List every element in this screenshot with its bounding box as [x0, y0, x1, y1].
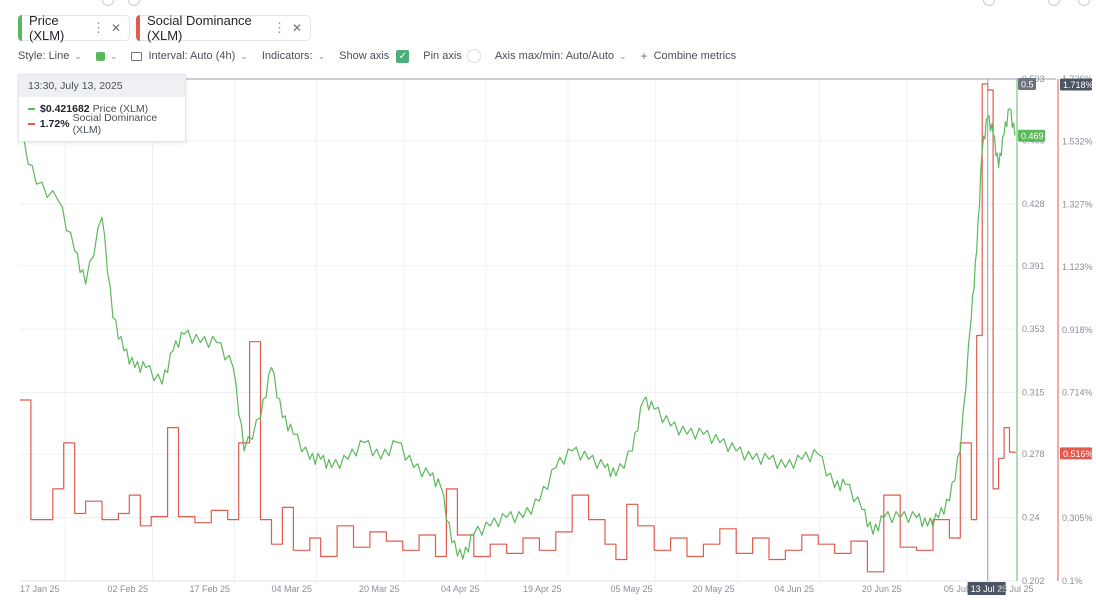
combine-metrics-button[interactable]: + Combine metrics [641, 49, 737, 63]
chart-toolbar: Style: Line ⌄ ⌄ Interval: Auto (4h) ⌄ Indi… [18, 47, 750, 65]
dominance-top-badge: 1.718% [1060, 78, 1094, 91]
color-swatch [95, 51, 105, 61]
chart-tooltip: 13:30, July 13, 2025 $0.421682 Price (XL… [18, 74, 186, 142]
tooltip-row-price: $0.421682 Price (XLM) [19, 103, 185, 115]
metric-label: Price (XLM) [29, 13, 65, 43]
tooltip-price-value: $0.421682 [40, 103, 90, 115]
more-options-icon[interactable]: ⋮ [272, 20, 286, 35]
checkmark-icon[interactable]: ✓ [396, 49, 410, 63]
x-tick-label: 20 Mar 25 [359, 584, 400, 594]
top-edge-strip [0, 0, 1096, 8]
x-tick-label: 04 Mar 25 [271, 584, 312, 594]
price-current-badge-bg [1018, 129, 1045, 142]
x-tick-label: 17 Feb 25 [189, 584, 230, 594]
dominance-top-badge-bg [1060, 78, 1092, 91]
x-tick-label: 17 Jan 25 [20, 584, 60, 594]
price-line [19, 108, 1016, 560]
pin-axis-label: Pin axis [423, 50, 462, 62]
x-tick-label: 19 Apr 25 [523, 584, 562, 594]
pin-axis-toggle[interactable]: Pin axis [423, 49, 481, 63]
price-tick-label: 0.428 [1022, 199, 1045, 209]
x-tick-label: 13 Jul 25 [971, 584, 1008, 594]
price-tick-label: 0.315 [1022, 388, 1045, 398]
calendar-icon [131, 51, 143, 61]
price-top-badge: 0.5 [1018, 78, 1036, 91]
chevron-down-icon: ⌄ [619, 50, 627, 61]
x-tick-highlight-bg [967, 582, 1006, 595]
show-axis-label: Show axis [339, 50, 390, 62]
x-tick-label: 18 Jul 25 [997, 584, 1034, 594]
axis-minmax-dropdown[interactable]: Axis max/min: Auto/Auto ⌄ [495, 50, 627, 62]
x-tick-label: 20 Jun 25 [862, 584, 902, 594]
tooltip-dominance-name: Social Dominance (XLM) [72, 112, 158, 136]
style-dropdown[interactable]: Style: Line ⌄ [18, 50, 82, 62]
tooltip-price-name: Price (XLM) [92, 103, 149, 115]
dominance-top-badge-text: 1.718% [1063, 80, 1094, 90]
tooltip-dominance-value: 1.72% [39, 118, 70, 130]
price-top-badge-text: 0.5 [1021, 80, 1034, 90]
color-dropdown[interactable]: ⌄ [95, 50, 118, 62]
price-tick-label: 0.391 [1022, 261, 1045, 271]
dominance-tick-label: 0.305% [1062, 513, 1093, 523]
indicators-label: Indicators: [261, 50, 313, 62]
indicators-dropdown[interactable]: Indicators: ⌄ [262, 50, 325, 62]
price-top-badge-bg [1018, 78, 1036, 91]
dominance-current-badge-text: 0.516% [1063, 449, 1094, 459]
show-axis-toggle[interactable]: Show axis ✓ [339, 49, 410, 63]
dominance-current-badge: 0.516% [1060, 447, 1094, 460]
x-tick-label: 04 Jun 25 [774, 584, 814, 594]
legend-line-icon [28, 123, 35, 125]
chevron-down-icon: ⌄ [317, 50, 326, 61]
axis-minmax-label: Axis max/min: Auto/Auto [494, 50, 615, 62]
tooltip-date: 13:30, July 13, 2025 [19, 75, 185, 97]
legend-line-icon [28, 108, 35, 110]
chevron-down-icon: ⌄ [109, 50, 118, 61]
price-tick-label: 0.278 [1022, 449, 1045, 459]
dominance-tick-label: 1.532% [1062, 137, 1093, 147]
x-tick-label: 05 Jul 25 [944, 584, 981, 594]
dominance-tick-label: 1.327% [1062, 200, 1093, 210]
price-tick-label: 0.24 [1022, 513, 1040, 523]
close-icon[interactable]: ✕ [291, 21, 302, 35]
chevron-down-icon: ⌄ [74, 50, 82, 61]
chevron-down-icon: ⌄ [240, 50, 248, 61]
dominance-tick-label: 0.918% [1062, 325, 1093, 335]
price-current-badge: 0.469 [1018, 129, 1045, 142]
price-current-badge-text: 0.469 [1021, 131, 1044, 141]
interval-dropdown[interactable]: Interval: Auto (4h) ⌄ [131, 50, 248, 62]
x-tick-label: 05 May 25 [610, 584, 652, 594]
close-icon[interactable]: ✕ [110, 21, 121, 35]
style-label: Style: Line [18, 50, 70, 62]
more-options-icon[interactable]: ⋮ [91, 20, 105, 35]
dominance-tick-label: 1.123% [1062, 262, 1093, 272]
dominance-tick-label: 0.714% [1062, 388, 1093, 398]
price-tick-label: 0.202 [1022, 576, 1045, 586]
combine-metrics-label: Combine metrics [653, 50, 737, 62]
metric-color-bar [18, 15, 22, 41]
x-tick-highlight: 13 Jul 25 [967, 582, 1008, 595]
dominance-tick-label: 0.1% [1062, 576, 1083, 586]
x-tick-label: 02 Feb 25 [107, 584, 148, 594]
metric-chip-price[interactable]: Price (XLM) ⋮ ✕ [18, 13, 130, 43]
dominance-current-badge-bg [1060, 447, 1092, 460]
metric-color-bar [136, 15, 140, 41]
tooltip-row-dominance: 1.72% Social Dominance (XLM) [19, 112, 185, 136]
metric-label: Social Dominance (XLM) [147, 13, 252, 43]
metric-chip-social-dominance[interactable]: Social Dominance (XLM) ⋮ ✕ [136, 13, 311, 43]
x-tick-label: 20 May 25 [692, 584, 734, 594]
dominance-line [20, 83, 1016, 573]
interval-label: Interval: Auto (4h) [148, 50, 236, 62]
x-tick-label: 04 Apr 25 [441, 584, 480, 594]
toggle-circle-icon[interactable] [466, 49, 481, 63]
price-tick-label: 0.353 [1022, 324, 1045, 334]
plus-icon: + [640, 49, 648, 63]
